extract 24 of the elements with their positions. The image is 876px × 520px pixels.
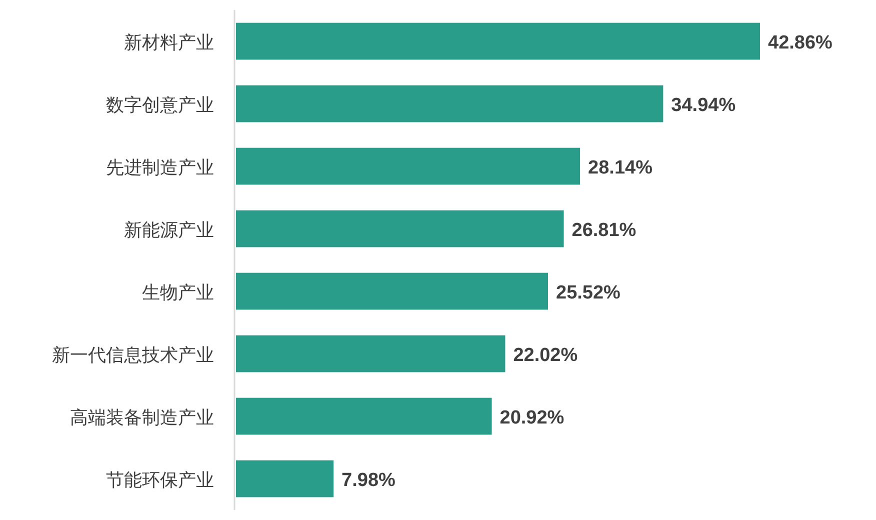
data-label: 34.94% <box>671 94 736 116</box>
bar <box>236 22 760 60</box>
bar <box>236 272 548 310</box>
y-tick-label: 高端装备制造产业 <box>70 407 214 428</box>
y-tick-label: 数字创意产业 <box>106 94 214 116</box>
y-tick-label: 新能源产业 <box>124 220 214 241</box>
y-tick-label: 节能环保产业 <box>106 470 214 491</box>
bar <box>236 335 506 372</box>
bar <box>236 148 580 185</box>
bar <box>236 85 664 122</box>
y-tick-label: 先进制造产业 <box>106 157 214 178</box>
data-label: 26.81% <box>572 220 636 241</box>
data-label: 22.02% <box>513 344 578 366</box>
y-tick-label: 新材料产业 <box>124 32 214 54</box>
data-label: 20.92% <box>500 407 564 428</box>
bar <box>236 210 564 248</box>
data-label: 42.86% <box>768 32 833 54</box>
bar <box>236 398 492 435</box>
data-label: 28.14% <box>588 157 653 178</box>
bar <box>236 460 334 498</box>
data-label: 7.98% <box>342 470 396 491</box>
data-label: 25.52% <box>556 282 621 304</box>
y-tick-label: 生物产业 <box>142 282 214 304</box>
y-tick-label: 新一代信息技术产业 <box>52 344 214 366</box>
